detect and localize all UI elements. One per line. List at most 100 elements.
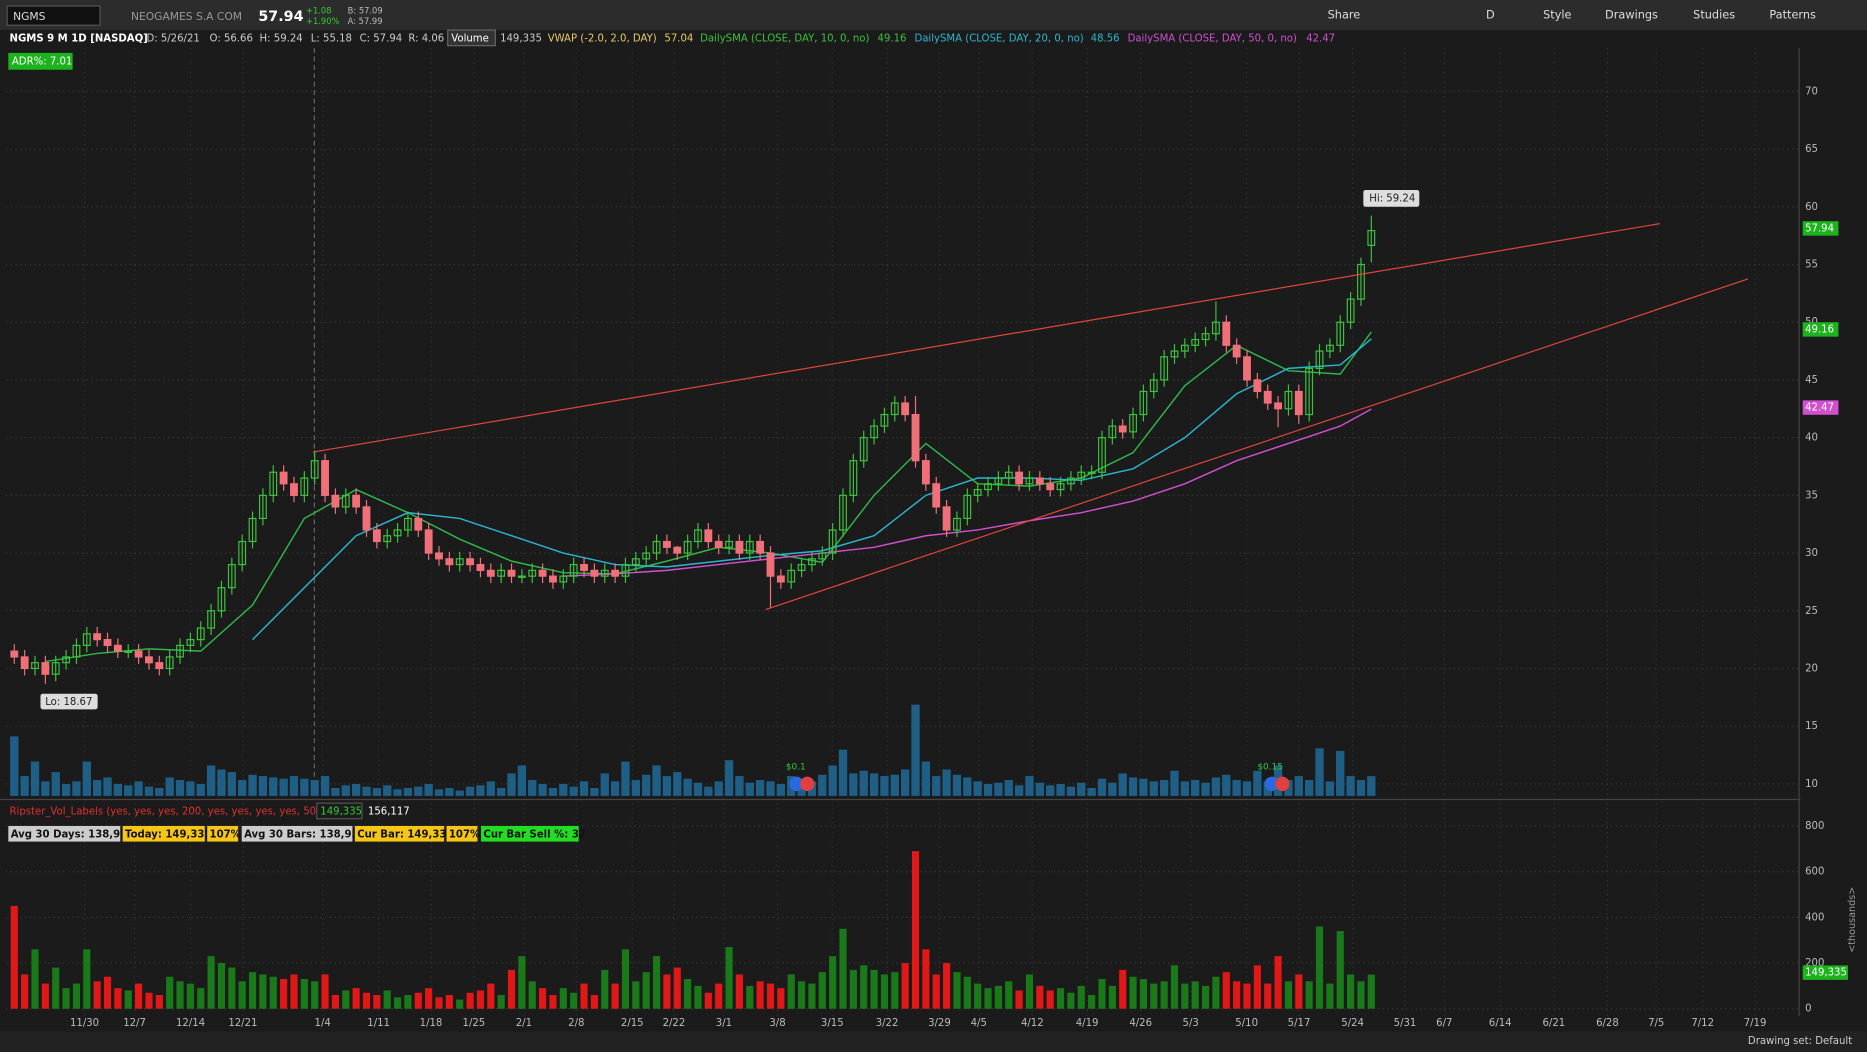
candle-body xyxy=(1035,477,1044,485)
study-value: 149,335 xyxy=(320,807,362,818)
volume-overlay-bar xyxy=(818,774,827,796)
toolbar-button[interactable]: Patterns xyxy=(1769,8,1816,22)
candle-body xyxy=(1046,483,1055,491)
header-high: H: 59.24 xyxy=(260,33,303,44)
dividend-icon[interactable] xyxy=(1275,776,1290,792)
candle-body xyxy=(963,494,972,520)
x-tick-label: 12/21 xyxy=(228,1018,257,1029)
x-tick-label: 6/7 xyxy=(1436,1018,1452,1029)
volume-overlay-bar xyxy=(869,773,879,796)
candle-body xyxy=(1180,344,1189,352)
candle-body xyxy=(1346,298,1355,323)
volume-bar xyxy=(300,979,308,1009)
candle-body xyxy=(62,656,71,664)
volume-overlay-bar xyxy=(1170,770,1179,796)
volume-overlay-bar xyxy=(496,787,506,796)
candle-body xyxy=(1315,350,1324,369)
candle-body xyxy=(745,540,754,554)
volume-bar xyxy=(559,988,567,1009)
trend-line[interactable] xyxy=(313,223,1660,453)
volume-overlay-bar xyxy=(51,772,60,796)
volume-bar xyxy=(41,983,49,1009)
volume-overlay-bar xyxy=(1284,780,1293,796)
volume-overlay-bar xyxy=(1014,785,1024,796)
volume-overlay-bar xyxy=(383,785,392,796)
volume-overlay-bar xyxy=(673,772,682,796)
header-close: C: 57.94 xyxy=(360,33,403,44)
candle-body xyxy=(1129,413,1137,433)
status-bar xyxy=(0,1031,1867,1052)
toolbar-button[interactable]: Style xyxy=(1543,8,1571,22)
volume-overlay-bar xyxy=(766,781,775,796)
candle-body xyxy=(1098,437,1106,473)
candle-body xyxy=(1170,350,1179,358)
volume-bar xyxy=(280,979,288,1009)
candle-body xyxy=(590,569,599,577)
toolbar-button[interactable]: D xyxy=(1486,8,1495,22)
volume-label-box xyxy=(354,825,445,842)
y-tick-label: 30 xyxy=(1805,548,1818,559)
drawing-set[interactable]: Drawing set: Default xyxy=(1748,1036,1852,1047)
volume-label: 107% xyxy=(210,829,241,840)
toolbar-button[interactable]: Drawings xyxy=(1605,8,1658,22)
volume-bar xyxy=(963,976,971,1009)
price-label: 49.16 xyxy=(1805,324,1834,335)
volume-tick-label: 800 xyxy=(1805,821,1824,832)
candle-body xyxy=(735,540,744,554)
candle-body xyxy=(517,575,526,578)
company: NEOGAMES S.A COM xyxy=(131,10,242,23)
volume-bar xyxy=(1295,974,1303,1009)
x-tick-label: 1/18 xyxy=(420,1018,443,1029)
earnings-icon[interactable] xyxy=(789,776,804,792)
dividend-icon[interactable] xyxy=(800,776,815,792)
volume-bar xyxy=(735,974,743,1009)
volume-overlay-bar xyxy=(880,776,889,796)
x-tick-label: 2/22 xyxy=(663,1018,686,1029)
volume-bar xyxy=(1202,985,1210,1009)
candle-body xyxy=(1139,390,1148,416)
candle-body xyxy=(953,517,961,531)
candle-body xyxy=(1087,471,1096,475)
ask: A: 57.99 xyxy=(348,16,383,26)
volume-bar xyxy=(932,974,940,1009)
volume-bar xyxy=(445,995,453,1009)
toolbar xyxy=(0,0,1867,31)
x-tick-label: 1/4 xyxy=(315,1018,331,1029)
volume-bar xyxy=(1046,990,1054,1009)
candle-body xyxy=(776,575,785,583)
candle-body xyxy=(1325,344,1334,352)
candle-body xyxy=(393,529,402,537)
header-sma10-label: DailySMA (CLOSE, DAY, 10, 0, no) xyxy=(700,33,869,44)
volume-bar xyxy=(1108,985,1116,1009)
volume-overlay-bar xyxy=(196,784,205,796)
volume-overlay-bar xyxy=(1325,781,1335,796)
toolbar-button[interactable]: Studies xyxy=(1693,8,1735,22)
candle-body xyxy=(134,650,143,658)
symbol-box[interactable] xyxy=(6,5,101,26)
candle-body xyxy=(911,413,920,462)
trend-line[interactable] xyxy=(765,278,1749,611)
symbol[interactable]: NGMS xyxy=(13,10,45,23)
candle-body xyxy=(870,425,879,439)
volume-bar xyxy=(1233,981,1241,1009)
volume-bar xyxy=(476,990,485,1009)
volume-overlay-bar xyxy=(724,760,734,796)
volume-bar xyxy=(652,956,661,1009)
candle-body xyxy=(642,552,651,560)
candle-body xyxy=(828,529,837,554)
earnings-icon[interactable] xyxy=(1264,776,1279,792)
volume-overlay-bar xyxy=(921,761,931,796)
volume-overlay-bar xyxy=(621,761,630,796)
x-tick-label: 4/5 xyxy=(971,1018,987,1029)
candle-body xyxy=(1118,425,1127,433)
volume-bar xyxy=(518,956,526,1009)
volume-bar xyxy=(1181,983,1189,1009)
toolbar-button[interactable]: Share xyxy=(1328,8,1361,22)
y-tick-label: 60 xyxy=(1805,202,1818,213)
header-open: O: 56.66 xyxy=(210,33,253,44)
volume-bar xyxy=(1077,985,1085,1009)
volume-overlay-bar xyxy=(1128,777,1138,796)
volume-overlay-bar xyxy=(1025,776,1034,796)
volume-bar xyxy=(539,988,547,1009)
candle-body xyxy=(279,471,288,485)
